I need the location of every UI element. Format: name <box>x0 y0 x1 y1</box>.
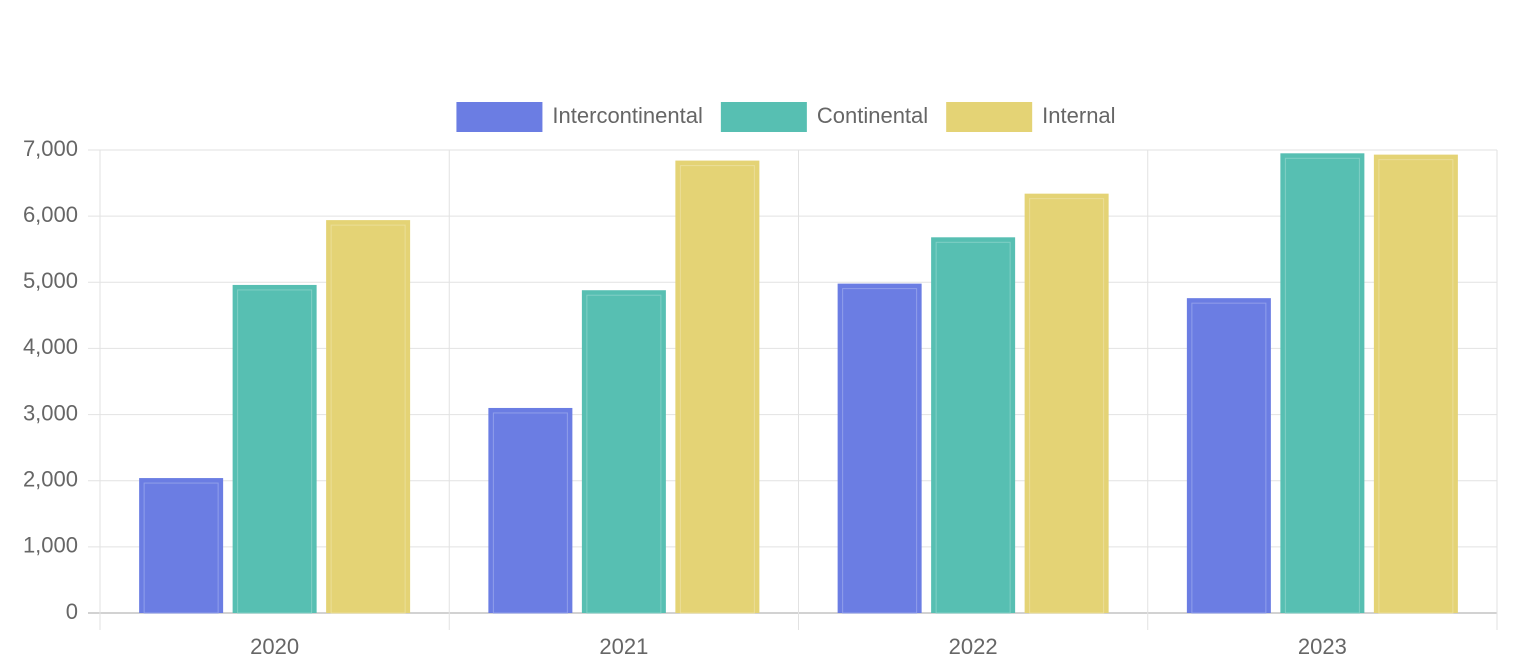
bars <box>139 153 1458 614</box>
bar-intercontinental-2023[interactable] <box>1186 298 1271 613</box>
legend-item-intercontinental[interactable]: Intercontinental <box>456 102 703 132</box>
x-tick-label: 2021 <box>599 634 648 659</box>
y-tick-label: 4,000 <box>23 334 78 359</box>
bar-inner-border <box>586 294 662 614</box>
y-tick-label: 2,000 <box>23 467 78 492</box>
bar-inner-border <box>1191 302 1267 614</box>
bar-internal-2022[interactable] <box>1024 193 1109 613</box>
y-tick-label: 1,000 <box>23 533 78 558</box>
bar-intercontinental-2020[interactable] <box>139 478 224 613</box>
bar-internal-2021[interactable] <box>675 160 760 613</box>
bar-continental-2022[interactable] <box>931 237 1016 613</box>
bar-inner-border <box>1029 198 1105 614</box>
bar-continental-2020[interactable] <box>232 284 317 613</box>
legend-label: Internal <box>1042 103 1115 128</box>
bar-inner-border <box>143 482 219 614</box>
legend-swatch <box>946 102 1033 132</box>
x-tick-label: 2023 <box>1298 634 1347 659</box>
x-tick-label: 2022 <box>949 634 998 659</box>
bar-continental-2023[interactable] <box>1280 153 1365 614</box>
bar-inner-border <box>679 165 755 614</box>
legend-swatch <box>720 102 807 132</box>
y-tick-label: 3,000 <box>23 400 78 425</box>
y-tick-label: 5,000 <box>23 268 78 293</box>
axes: 0 1,000 2,000 3,000 4,000 5,000 6,000 7,000 2020… <box>23 136 1347 659</box>
legend[interactable]: Intercontinental Continental Internal <box>456 102 1116 132</box>
bar-inner-border <box>1284 157 1360 614</box>
bar-internal-2020[interactable] <box>326 220 411 613</box>
bar-intercontinental-2021[interactable] <box>488 407 573 613</box>
bar-inner-border <box>330 224 406 614</box>
legend-label: Continental <box>817 103 928 128</box>
legend-label: Intercontinental <box>552 103 702 128</box>
y-tick-label: 0 <box>66 599 78 624</box>
bar-inner-border <box>1378 159 1454 614</box>
bar-inner-border <box>842 288 918 614</box>
y-tick-label: 7,000 <box>23 136 78 161</box>
bar-inner-border <box>492 412 568 614</box>
bar-inner-border <box>237 289 313 614</box>
x-tick-label: 2020 <box>250 634 299 659</box>
bar-intercontinental-2022[interactable] <box>837 283 922 613</box>
legend-item-internal[interactable]: Internal <box>946 102 1116 132</box>
bar-internal-2023[interactable] <box>1373 154 1458 613</box>
legend-item-continental[interactable]: Continental <box>720 102 928 132</box>
bar-continental-2021[interactable] <box>581 290 666 613</box>
y-tick-label: 6,000 <box>23 202 78 227</box>
grid-lines <box>88 149 1498 630</box>
bar-inner-border <box>935 241 1011 614</box>
legend-swatch <box>456 102 543 132</box>
